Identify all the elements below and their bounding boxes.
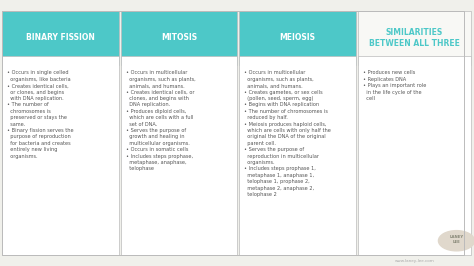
Text: BINARY FISSION: BINARY FISSION (26, 34, 95, 42)
Circle shape (438, 231, 474, 251)
Bar (2, 11, 118, 65)
Bar (239, 11, 356, 65)
Text: MITOSIS: MITOSIS (161, 34, 197, 42)
Text: MEIOSIS: MEIOSIS (280, 34, 315, 42)
Text: • Occurs in multicellular
  organisms, such as plants,
  animals, and humans.
• : • Occurs in multicellular organisms, suc… (126, 70, 195, 172)
Text: LANEY
LEE: LANEY LEE (449, 235, 464, 244)
Text: • Occurs in multicellular
  organisms, such as plants,
  animals, and humans.
• : • Occurs in multicellular organisms, suc… (244, 70, 331, 197)
Text: www.laney-lee.com: www.laney-lee.com (394, 259, 434, 263)
Bar (121, 56, 237, 255)
Bar (2, 56, 118, 255)
Bar (358, 56, 471, 255)
Bar (239, 56, 356, 255)
Bar (358, 11, 471, 65)
Text: • Produces new cells
• Replicates DNA
• Plays an important role
  in the life cy: • Produces new cells • Replicates DNA • … (363, 70, 426, 101)
Text: SIMILARITIES
BETWEEN ALL THREE: SIMILARITIES BETWEEN ALL THREE (369, 28, 460, 48)
Bar (121, 11, 237, 65)
Text: • Occurs in single celled
  organisms, like bacteria
• Creates identical cells,
: • Occurs in single celled organisms, lik… (7, 70, 74, 159)
